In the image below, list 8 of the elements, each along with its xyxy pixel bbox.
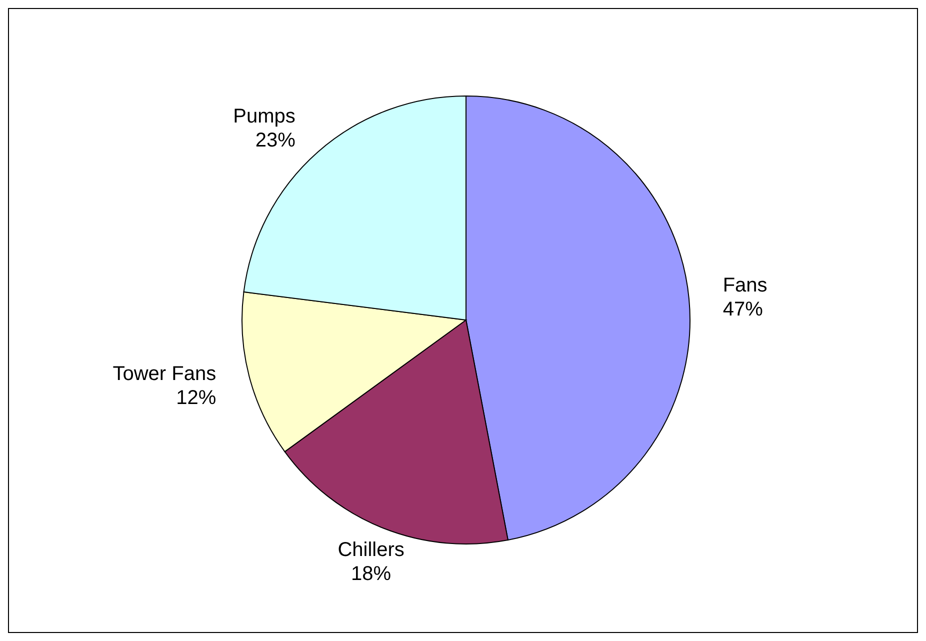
data-label: 18% xyxy=(351,562,392,585)
slice-label: Chillers xyxy=(338,538,404,561)
data-label: 47% xyxy=(722,298,764,321)
data-label: 23% xyxy=(255,129,296,152)
slice-label: Fans xyxy=(722,274,768,297)
slice-label: Pumps xyxy=(233,105,296,128)
data-label: 12% xyxy=(176,387,216,410)
slice-label: Tower Fans xyxy=(112,363,216,386)
